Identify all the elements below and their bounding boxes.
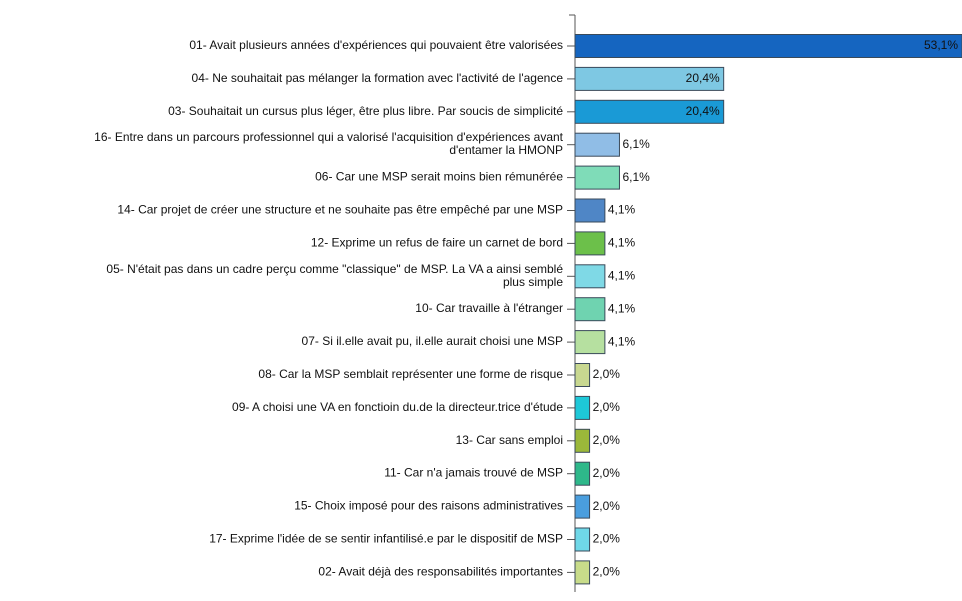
bar xyxy=(574,363,591,387)
category-label: 01- Avait plusieurs années d'expériences… xyxy=(189,38,563,52)
category-label: 05- N'était pas dans un cadre perçu comm… xyxy=(106,262,563,289)
category-label: 06- Car une MSP serait moins bien rémuné… xyxy=(315,170,563,184)
bar xyxy=(574,527,591,552)
category-label: 16- Entre dans un parcours professionnel… xyxy=(94,130,564,157)
category-label: 03- Souhaitait un cursus plus léger, êtr… xyxy=(168,104,563,118)
bar xyxy=(574,494,591,519)
category-label: 04- Ne souhaitait pas mélanger la format… xyxy=(192,71,564,85)
value-label: 2,0% xyxy=(593,466,621,480)
value-label: 2,0% xyxy=(593,565,621,579)
category-label: 11- Car n'a jamais trouvé de MSP xyxy=(384,466,563,480)
bar xyxy=(574,395,591,420)
value-label: 2,0% xyxy=(593,400,621,414)
bar xyxy=(574,264,606,289)
bar xyxy=(574,34,962,58)
bar xyxy=(574,132,620,157)
bar xyxy=(574,99,725,124)
value-label: 2,0% xyxy=(593,532,621,546)
bar xyxy=(574,297,606,322)
category-label: 13- Car sans emploi xyxy=(456,433,563,447)
category-label: 02- Avait déjà des responsabilités impor… xyxy=(318,565,563,579)
bar xyxy=(574,231,606,256)
category-label: 14- Car projet de créer une structure et… xyxy=(117,203,563,217)
value-label: 20,4% xyxy=(686,71,720,85)
bar xyxy=(574,198,606,223)
bar xyxy=(574,330,606,355)
category-label: 12- Exprime un refus de faire un carnet … xyxy=(311,236,563,250)
value-label: 6,1% xyxy=(622,170,650,184)
value-label: 20,4% xyxy=(686,104,720,118)
bar xyxy=(574,560,591,585)
value-label: 4,1% xyxy=(608,334,636,348)
value-label: 6,1% xyxy=(622,137,650,151)
value-label: 2,0% xyxy=(593,499,621,513)
bar xyxy=(574,461,591,486)
value-label: 53,1% xyxy=(924,38,958,52)
category-label: 08- Car la MSP semblait représenter une … xyxy=(258,367,563,381)
bar xyxy=(574,428,591,453)
category-label: 15- Choix imposé pour des raisons admini… xyxy=(294,499,563,513)
value-label: 4,1% xyxy=(608,203,636,217)
bar xyxy=(574,66,725,91)
category-label: 17- Exprime l'idée de se sentir infantil… xyxy=(209,532,563,546)
category-label: 10- Car travaille à l'étranger xyxy=(415,301,563,315)
bar xyxy=(574,165,620,190)
category-label: 09- A choisi une VA en fonctioin du.de l… xyxy=(232,400,563,414)
value-label: 4,1% xyxy=(608,268,636,282)
category-label: 07- Si il.elle avait pu, il.elle aurait … xyxy=(302,334,563,348)
value-label: 4,1% xyxy=(608,236,636,250)
value-label: 4,1% xyxy=(608,301,636,315)
value-label: 2,0% xyxy=(593,367,621,381)
value-label: 2,0% xyxy=(593,433,621,447)
